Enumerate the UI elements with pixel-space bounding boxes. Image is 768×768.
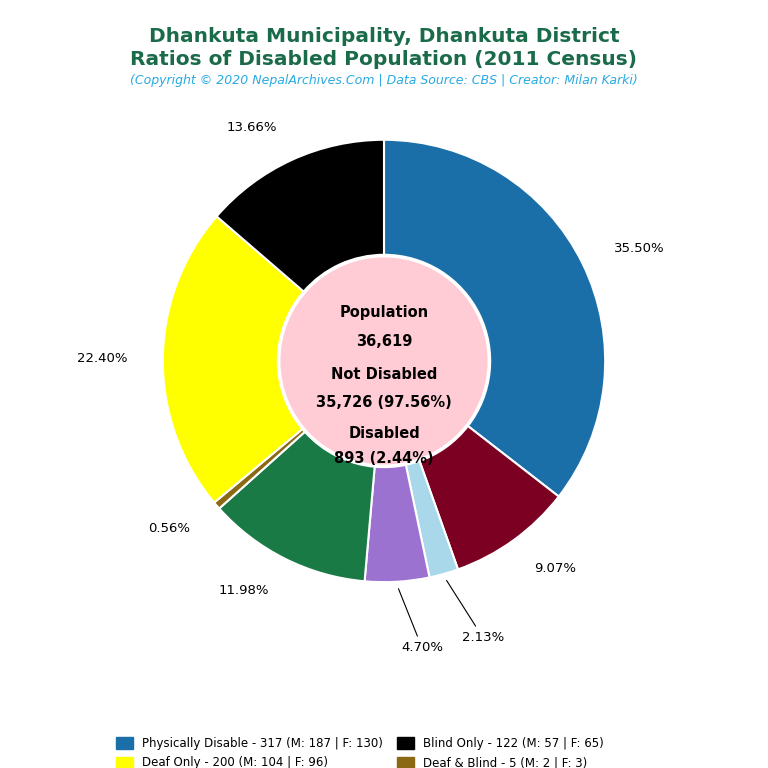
Text: 35.50%: 35.50%: [614, 242, 665, 254]
Circle shape: [281, 258, 487, 464]
Wedge shape: [217, 140, 384, 292]
Text: 4.70%: 4.70%: [399, 589, 443, 654]
Text: 36,619: 36,619: [356, 333, 412, 349]
Text: 0.56%: 0.56%: [148, 522, 190, 535]
Text: 35,726 (97.56%): 35,726 (97.56%): [316, 396, 452, 410]
Wedge shape: [214, 429, 305, 508]
Wedge shape: [406, 461, 458, 578]
Wedge shape: [365, 465, 429, 582]
Text: 2.13%: 2.13%: [447, 581, 504, 644]
Wedge shape: [384, 140, 605, 497]
Legend: Physically Disable - 317 (M: 187 | F: 130), Deaf Only - 200 (M: 104 | F: 96), Sp: Physically Disable - 317 (M: 187 | F: 13…: [117, 737, 651, 768]
Text: 13.66%: 13.66%: [227, 121, 277, 134]
Text: 9.07%: 9.07%: [535, 562, 576, 575]
Wedge shape: [419, 426, 559, 569]
Text: Dhankuta Municipality, Dhankuta District: Dhankuta Municipality, Dhankuta District: [149, 27, 619, 46]
Text: Not Disabled: Not Disabled: [331, 367, 437, 382]
Text: Disabled: Disabled: [348, 426, 420, 442]
Text: 11.98%: 11.98%: [219, 584, 269, 597]
Text: 893 (2.44%): 893 (2.44%): [334, 451, 434, 465]
Text: Population: Population: [339, 305, 429, 319]
Wedge shape: [163, 217, 303, 502]
Wedge shape: [219, 432, 375, 581]
Text: Ratios of Disabled Population (2011 Census): Ratios of Disabled Population (2011 Cens…: [131, 50, 637, 69]
Text: 22.40%: 22.40%: [77, 353, 127, 366]
Text: (Copyright © 2020 NepalArchives.Com | Data Source: CBS | Creator: Milan Karki): (Copyright © 2020 NepalArchives.Com | Da…: [130, 74, 638, 88]
